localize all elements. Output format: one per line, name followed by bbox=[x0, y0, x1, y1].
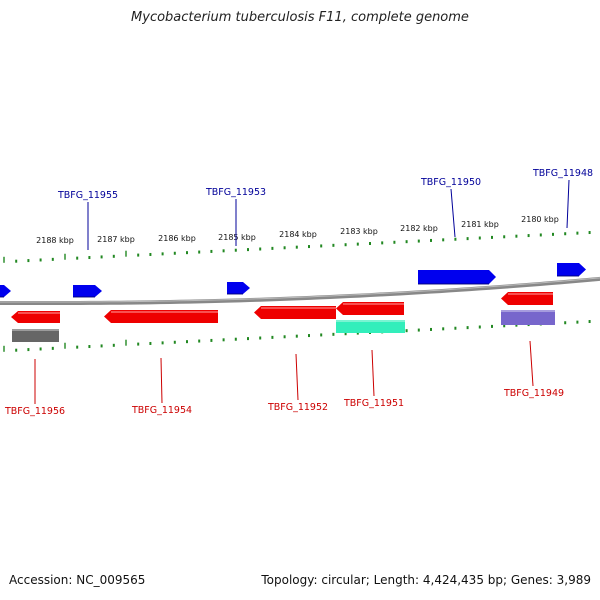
forward-gene-connector bbox=[450, 188, 456, 238]
scale-label: 2184 kbp bbox=[279, 230, 317, 239]
genome-title: Mycobacterium tuberculosis F11, complete… bbox=[131, 10, 469, 25]
reverse-gene-11949[interactable] bbox=[501, 292, 553, 305]
reverse-gene-11956[interactable] bbox=[11, 311, 60, 323]
forward-gene-partial[interactable] bbox=[0, 285, 11, 297]
reverse-gene-connector bbox=[529, 340, 534, 387]
scale-label: 2181 kbp bbox=[461, 220, 499, 229]
forward-gene-11955[interactable] bbox=[73, 285, 102, 297]
scale-label: 2188 kbp bbox=[36, 236, 74, 245]
forward-gene-label[interactable]: TBFG_11953 bbox=[205, 187, 266, 198]
reverse-gene-label[interactable]: TBFG_11952 bbox=[267, 402, 328, 413]
scale-label: 2180 kbp bbox=[521, 215, 559, 224]
reverse-gene-connector bbox=[295, 353, 299, 401]
scale-label: 2182 kbp bbox=[400, 224, 438, 233]
forward-gene-label[interactable]: TBFG_11955 bbox=[57, 190, 118, 201]
accession-label: Accession: NC_009565 bbox=[9, 573, 146, 587]
genome-summary: Topology: circular; Length: 4,424,435 bp… bbox=[261, 573, 591, 587]
forward-gene-connector bbox=[566, 179, 570, 229]
forward-gene-11950[interactable] bbox=[418, 270, 496, 284]
grey-feature-highlight bbox=[12, 329, 59, 331]
reverse-gene-label[interactable]: TBFG_11949 bbox=[503, 388, 564, 399]
scale-label: 2185 kbp bbox=[218, 233, 256, 242]
green-feature-highlight bbox=[336, 320, 405, 322]
forward-gene-label[interactable]: TBFG_11950 bbox=[420, 177, 481, 188]
grey-feature[interactable] bbox=[12, 329, 59, 342]
purple-feature-highlight bbox=[501, 310, 555, 312]
green-feature[interactable] bbox=[336, 320, 405, 333]
scale-label: 2183 kbp bbox=[340, 227, 378, 236]
genome-backbone-highlight bbox=[0, 277, 600, 303]
purple-feature[interactable] bbox=[501, 310, 555, 325]
forward-gene-label[interactable]: TBFG_11948 bbox=[532, 168, 593, 179]
forward-gene-11948[interactable] bbox=[557, 263, 586, 276]
reverse-gene-label[interactable]: TBFG_11954 bbox=[131, 405, 192, 416]
reverse-gene-11951[interactable] bbox=[336, 302, 404, 315]
reverse-gene-label[interactable]: TBFG_11956 bbox=[4, 406, 65, 417]
reverse-gene-11952[interactable] bbox=[254, 306, 336, 319]
reverse-gene-connector bbox=[371, 349, 375, 397]
genome-backbone bbox=[0, 276, 600, 305]
reverse-gene-connector bbox=[160, 357, 163, 404]
scale-label: 2186 kbp bbox=[158, 234, 196, 243]
forward-gene-11953[interactable] bbox=[227, 282, 250, 294]
reverse-gene-11954[interactable] bbox=[104, 310, 218, 323]
scale-label: 2187 kbp bbox=[97, 235, 135, 244]
reverse-gene-label[interactable]: TBFG_11951 bbox=[343, 398, 404, 409]
